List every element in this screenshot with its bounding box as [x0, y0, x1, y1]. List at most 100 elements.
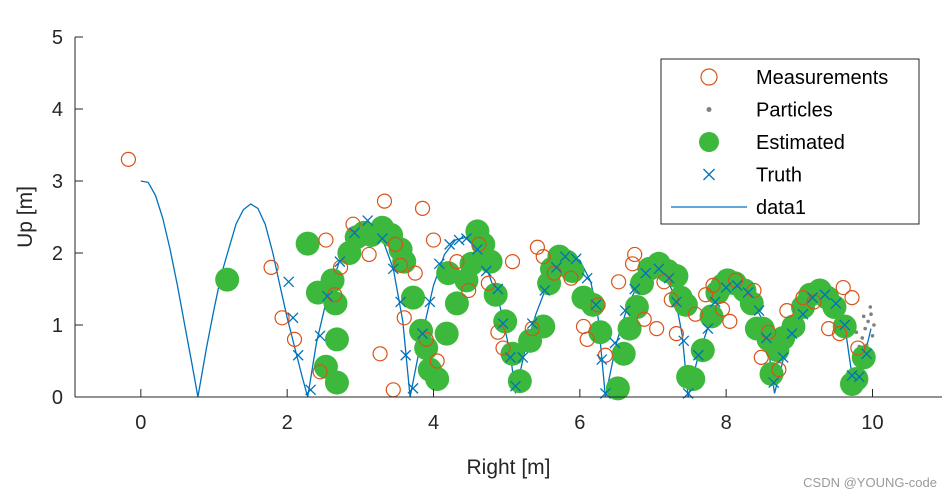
truth-point [670, 296, 682, 308]
truth-point [797, 308, 809, 320]
measurement-point [705, 277, 721, 293]
y-tick-label: 2 [52, 243, 63, 265]
estimated-point [781, 314, 806, 339]
truth-point [433, 258, 445, 270]
measurement-point [753, 349, 769, 365]
particle-point [869, 312, 873, 317]
measurement-point [376, 193, 393, 209]
y-tick-label: 5 [52, 27, 63, 49]
estimated-point [588, 320, 613, 345]
truth-point [526, 318, 538, 330]
truth-point [786, 328, 798, 340]
truth-point [768, 377, 780, 389]
estimated-point [324, 370, 349, 395]
y-tick-label: 4 [52, 99, 63, 121]
truth-point [550, 261, 562, 273]
estimated-point [215, 267, 240, 292]
truth-point [861, 348, 873, 360]
measurement-point [779, 303, 795, 319]
measurement-point [831, 326, 848, 342]
particle-point [866, 319, 870, 324]
truth-point [334, 256, 346, 268]
plot-area [120, 151, 876, 401]
truth-point [395, 296, 407, 308]
measurement-point [611, 274, 627, 290]
estimated-point [699, 304, 724, 329]
measurement-point [490, 324, 506, 340]
truth-point [349, 227, 360, 239]
measurement-point [714, 301, 731, 317]
estimated-point [531, 314, 556, 339]
truth-point [314, 330, 326, 342]
truth-point [570, 253, 582, 265]
truth-point [702, 323, 714, 335]
legend-label: Truth [756, 165, 802, 187]
measurement-point [668, 326, 685, 342]
truth-point [678, 335, 690, 347]
estimated-point [478, 249, 503, 274]
truth-point [731, 279, 743, 291]
truth-point [460, 233, 472, 245]
legend-symbol [706, 107, 712, 112]
measurement-point [546, 265, 562, 281]
measurement-point [425, 232, 442, 248]
estimated-point [295, 231, 320, 256]
x-tick-label: 10 [861, 412, 883, 434]
measurement-point [835, 279, 851, 296]
measurement-point [495, 340, 511, 356]
truth-point [663, 272, 675, 284]
truth-point [830, 297, 842, 309]
measurement-point [396, 310, 412, 326]
estimated-point [624, 295, 649, 319]
measurement-point [597, 347, 614, 363]
measurement-point [590, 297, 606, 313]
estimated-point [681, 367, 706, 391]
x-tick-label: 2 [282, 412, 293, 434]
measurement-point [449, 254, 465, 270]
estimated-point [611, 341, 636, 366]
truth-point [407, 382, 419, 394]
estimated-point [320, 268, 345, 293]
axes: 0 2 4 6 8 10 0 1 2 3 4 5 [52, 27, 942, 434]
truth-point [492, 283, 504, 295]
estimated-point [444, 291, 469, 316]
measurement-point [746, 282, 762, 299]
truth-point [283, 276, 295, 288]
estimated-point [425, 367, 450, 391]
legend-item: Estimated [699, 132, 845, 154]
measurement-point [418, 331, 434, 347]
measurement-point [563, 270, 579, 286]
truth-point [539, 284, 551, 296]
measurement-point [760, 324, 777, 340]
y-tick-label: 3 [52, 171, 63, 193]
measurement-point [795, 290, 811, 306]
truth-point [517, 351, 529, 363]
y-axis-label: Up [m] [14, 186, 37, 248]
truth-point [471, 243, 483, 255]
truth-point [581, 272, 593, 284]
truth-point [287, 312, 299, 324]
truth-point [839, 319, 851, 331]
legend-item: Particles [706, 100, 833, 122]
measurement-point [407, 265, 423, 281]
truth-point [362, 215, 374, 227]
truth-point [559, 251, 571, 263]
truth-point [321, 290, 333, 302]
truth-point [653, 263, 665, 275]
truth-point [720, 282, 732, 294]
truth-point [753, 305, 765, 317]
y-tick-label: 1 [52, 315, 63, 337]
truth-point [629, 283, 641, 295]
truth-point [709, 296, 721, 308]
estimated-point [759, 361, 784, 386]
measurement-point [372, 346, 388, 362]
legend-label: Measurements [756, 67, 888, 89]
measurement-point [579, 331, 595, 347]
measurement-point [649, 321, 665, 337]
legend-symbol [703, 168, 715, 181]
truth-point [596, 354, 608, 366]
measurement-point [414, 200, 431, 216]
estimated-point [581, 292, 606, 317]
y-tick-label: 0 [52, 387, 63, 409]
estimated-point [459, 251, 484, 276]
